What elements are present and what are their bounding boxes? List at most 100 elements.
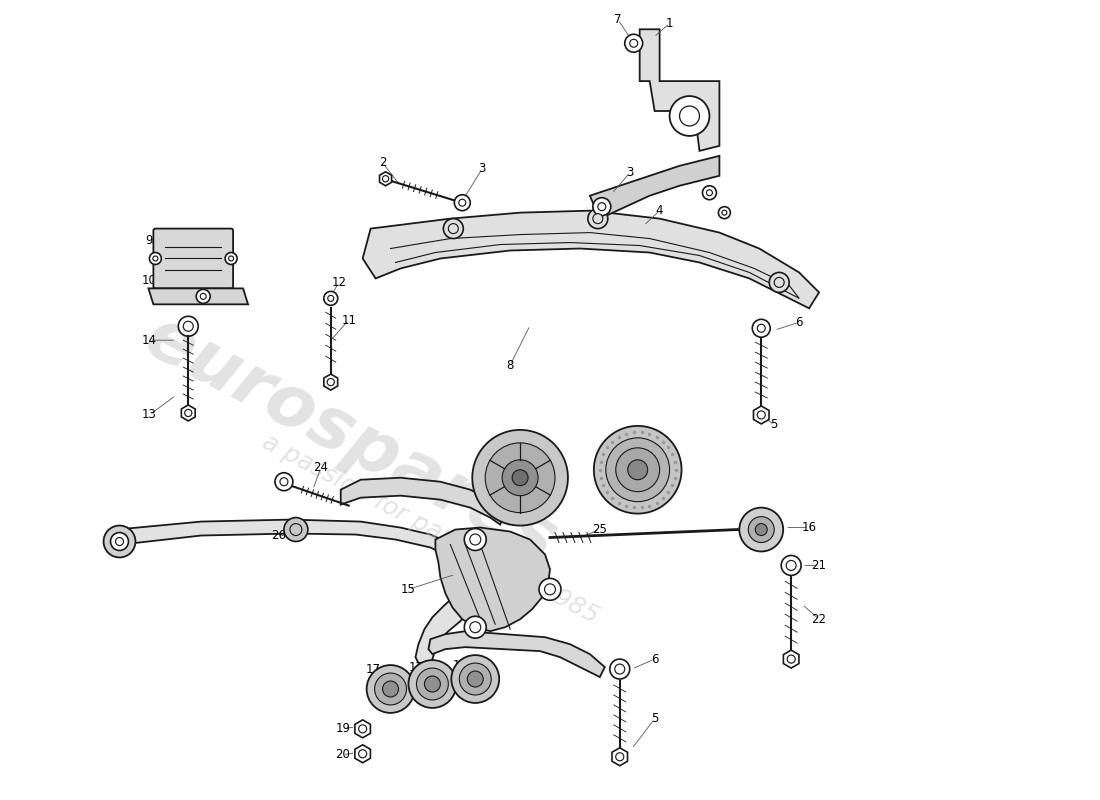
Circle shape — [503, 460, 538, 496]
Text: a passion for parts since 1985: a passion for parts since 1985 — [258, 430, 603, 629]
Circle shape — [459, 199, 465, 206]
Text: 17: 17 — [366, 662, 381, 675]
Text: 6: 6 — [651, 653, 659, 666]
Circle shape — [290, 523, 301, 535]
Text: 14: 14 — [142, 334, 157, 346]
Polygon shape — [640, 30, 719, 151]
Circle shape — [359, 725, 366, 733]
Polygon shape — [341, 478, 505, 525]
Text: 27: 27 — [652, 442, 667, 454]
Circle shape — [769, 273, 789, 292]
Circle shape — [443, 218, 463, 238]
Circle shape — [184, 322, 194, 331]
Text: 2: 2 — [378, 156, 386, 170]
Polygon shape — [590, 156, 719, 218]
Circle shape — [513, 470, 528, 486]
Circle shape — [464, 616, 486, 638]
FancyBboxPatch shape — [153, 229, 233, 288]
Circle shape — [593, 198, 611, 216]
Polygon shape — [428, 631, 605, 677]
Circle shape — [544, 584, 556, 595]
Circle shape — [680, 106, 700, 126]
Text: 17: 17 — [409, 661, 424, 674]
Circle shape — [609, 659, 629, 679]
Circle shape — [275, 473, 293, 490]
Text: 6: 6 — [795, 316, 803, 329]
Circle shape — [597, 202, 606, 210]
Circle shape — [781, 555, 801, 575]
Circle shape — [226, 253, 238, 265]
Text: 8: 8 — [506, 358, 514, 372]
Text: 7: 7 — [614, 13, 622, 26]
Text: 12: 12 — [331, 276, 346, 289]
Circle shape — [703, 186, 716, 200]
Circle shape — [788, 655, 795, 663]
Circle shape — [383, 176, 388, 182]
Text: 25: 25 — [593, 523, 607, 536]
Circle shape — [606, 438, 670, 502]
Polygon shape — [182, 405, 195, 421]
Circle shape — [739, 508, 783, 551]
Polygon shape — [379, 172, 392, 186]
Circle shape — [629, 39, 638, 47]
Circle shape — [470, 622, 481, 633]
Circle shape — [279, 478, 288, 486]
Circle shape — [110, 533, 129, 550]
Circle shape — [328, 295, 333, 302]
Text: 19: 19 — [336, 722, 350, 735]
Circle shape — [615, 664, 625, 674]
Circle shape — [178, 316, 198, 336]
Circle shape — [757, 324, 766, 332]
Circle shape — [449, 224, 459, 234]
Text: 13: 13 — [142, 409, 157, 422]
Polygon shape — [783, 650, 799, 668]
Circle shape — [722, 210, 727, 215]
Polygon shape — [754, 406, 769, 424]
Circle shape — [757, 411, 766, 419]
Polygon shape — [363, 210, 820, 308]
Text: 24: 24 — [314, 462, 328, 474]
Circle shape — [185, 410, 191, 417]
Circle shape — [327, 378, 334, 386]
Text: 10: 10 — [142, 274, 157, 287]
Text: 5: 5 — [651, 712, 658, 726]
Text: 3: 3 — [626, 166, 634, 179]
Polygon shape — [355, 720, 371, 738]
Polygon shape — [436, 527, 550, 631]
Text: 15: 15 — [402, 583, 416, 596]
Circle shape — [774, 278, 784, 287]
Circle shape — [625, 34, 642, 52]
Text: 22: 22 — [812, 613, 826, 626]
Circle shape — [464, 529, 486, 550]
Circle shape — [587, 209, 608, 229]
Circle shape — [408, 660, 456, 708]
Text: 9: 9 — [145, 234, 153, 247]
Text: 16: 16 — [802, 521, 816, 534]
Circle shape — [748, 517, 774, 542]
Circle shape — [284, 518, 308, 542]
Circle shape — [706, 190, 713, 196]
Circle shape — [756, 523, 767, 535]
Text: 21: 21 — [812, 559, 826, 572]
Circle shape — [383, 681, 398, 697]
Circle shape — [539, 578, 561, 600]
Circle shape — [670, 96, 710, 136]
Circle shape — [323, 291, 338, 306]
Circle shape — [229, 256, 233, 261]
Text: 23: 23 — [503, 442, 518, 454]
Text: 1: 1 — [666, 17, 673, 30]
Circle shape — [468, 671, 483, 687]
Circle shape — [786, 561, 796, 570]
Circle shape — [359, 750, 366, 758]
Polygon shape — [148, 288, 249, 304]
Circle shape — [150, 253, 162, 265]
Circle shape — [200, 294, 206, 299]
Text: 3: 3 — [478, 162, 486, 175]
Circle shape — [153, 256, 158, 261]
Text: 5: 5 — [770, 418, 778, 431]
Circle shape — [460, 663, 492, 695]
Circle shape — [366, 665, 415, 713]
Circle shape — [628, 460, 648, 480]
Circle shape — [593, 214, 603, 224]
Polygon shape — [323, 374, 338, 390]
